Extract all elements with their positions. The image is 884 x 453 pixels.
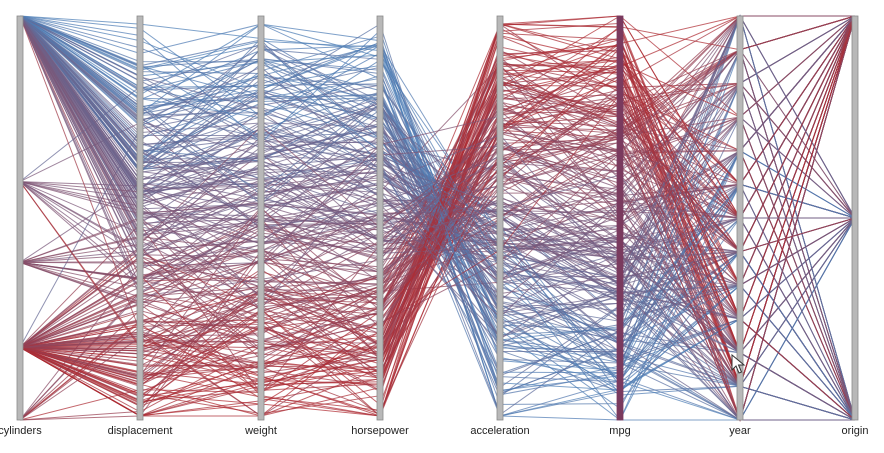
record-line [19,15,856,286]
record-line [19,82,856,373]
record-line [19,15,856,421]
axis-label-mpg: mpg [609,425,630,437]
record-line [19,15,856,279]
mouse-cursor-icon [731,354,745,374]
record-line [19,15,856,421]
record-line [19,15,856,298]
record-line [19,48,856,421]
record-line [19,15,855,421]
record-line [19,15,856,348]
axis-label-weight: weight [244,425,277,437]
axis-horsepower[interactable] [376,15,384,421]
record-line [19,15,856,345]
axis-cylinders[interactable] [16,15,24,421]
record-line [19,15,856,396]
record-line [19,15,856,413]
axis-label-horsepower: horsepower [351,425,409,437]
record-line [19,15,856,422]
axis-weight[interactable] [257,15,265,421]
record-line [19,85,856,421]
axis-label-displacement: displacement [108,425,173,437]
record-line [19,15,856,287]
record-line [19,15,856,352]
record-line [19,15,856,421]
axis-label-acceleration: acceleration [470,425,529,437]
axis-mpg[interactable] [616,15,624,421]
axis-displacement[interactable] [136,15,144,421]
axis-label-year: year [729,425,751,437]
record-line [19,15,856,421]
record-line [19,15,855,348]
record-line [19,15,856,421]
axis-year[interactable] [736,15,744,421]
axis-acceleration[interactable] [496,15,504,421]
polylines-layer [19,14,856,422]
axis-label-origin: origin [842,425,869,437]
record-line [19,15,856,286]
record-line [19,152,856,354]
record-line [19,15,855,350]
record-line [19,15,856,421]
record-line [19,167,856,421]
axis-label-cylinders: cylinders [0,425,42,437]
record-line [19,15,856,421]
record-line [19,27,856,421]
record-line [19,115,855,266]
record-line [19,15,856,396]
record-line [19,15,855,417]
record-line [19,15,855,421]
record-line [19,15,856,421]
axes-layer [16,15,859,421]
axis-origin[interactable] [851,15,859,421]
record-line [19,15,856,352]
record-line [19,15,856,285]
record-line [19,15,856,367]
record-line [19,15,856,421]
record-line [19,15,856,421]
record-line [19,15,856,348]
record-line [19,15,856,421]
record-line [19,15,856,421]
axis-labels-layer: cylinders displacement weight horsepower acc… [0,425,868,437]
